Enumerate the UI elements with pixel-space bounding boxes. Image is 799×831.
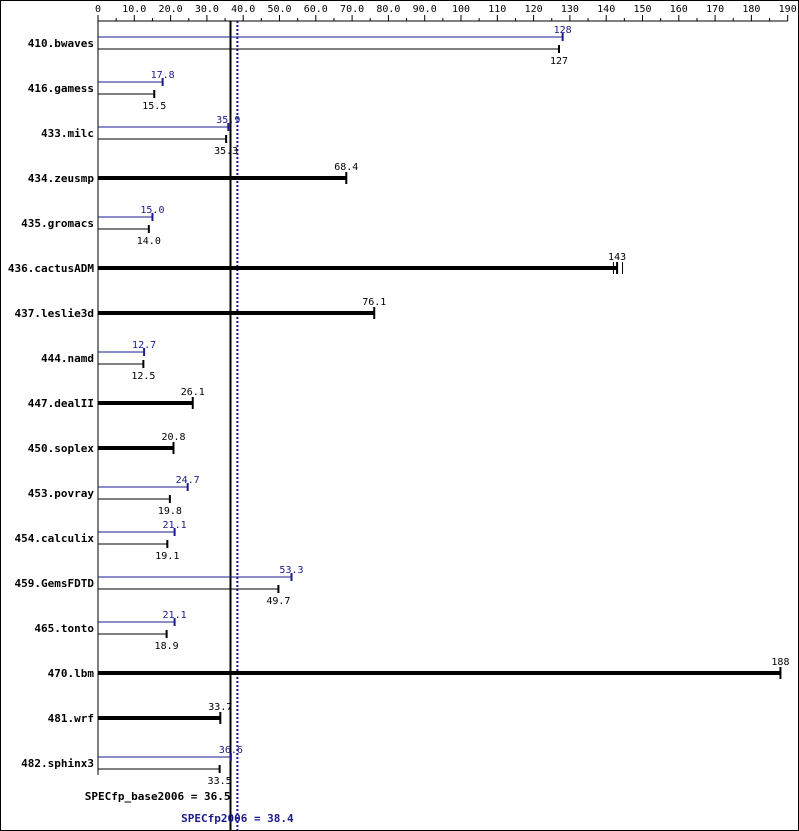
base-score-label: SPECfp_base2006 = 36.5 [85, 790, 231, 803]
benchmark-label: 465.tonto [34, 622, 94, 635]
benchmark-label: 444.namd [41, 352, 94, 365]
x-tick-label: 0 [95, 4, 101, 15]
x-tick-label: 20.0 [159, 4, 183, 15]
base-value-label: 143 [608, 252, 626, 263]
x-tick-label: 100 [452, 4, 470, 15]
x-tick-label: 90.0 [413, 4, 437, 15]
benchmark-label: 410.bwaves [28, 37, 94, 50]
x-tick-label: 180 [742, 4, 760, 15]
peak-value-label: 128 [554, 25, 572, 36]
base-value-label: 14.0 [137, 236, 161, 247]
base-value-label: 20.8 [161, 432, 185, 443]
base-value-label: 15.5 [142, 101, 166, 112]
benchmark-label: 453.povray [28, 487, 95, 500]
peak-value-label: 21.1 [163, 610, 187, 621]
benchmark-label: 482.sphinx3 [21, 757, 94, 770]
base-value-label: 18.9 [155, 641, 179, 652]
benchmark-label: 450.soplex [28, 442, 95, 455]
benchmark-label: 470.lbm [48, 667, 95, 680]
base-value-label: 19.8 [158, 506, 182, 517]
x-tick-label: 10.0 [122, 4, 146, 15]
benchmark-label: 436.cactusADM [8, 262, 94, 275]
base-value-label: 68.4 [334, 162, 358, 173]
x-tick-label: 80.0 [376, 4, 400, 15]
base-value-label: 33.7 [208, 702, 232, 713]
benchmark-label: 435.gromacs [21, 217, 94, 230]
peak-value-label: 35.9 [216, 115, 240, 126]
x-tick-label: 150 [633, 4, 651, 15]
benchmark-label: 459.GemsFDTD [15, 577, 95, 590]
benchmark-label: 434.zeusmp [28, 172, 95, 185]
peak-value-label: 17.8 [151, 70, 175, 81]
base-value-label: 19.1 [155, 551, 179, 562]
peak-value-label: 24.7 [176, 475, 200, 486]
peak-value-label: 53.3 [279, 565, 303, 576]
base-value-label: 35.3 [214, 146, 238, 157]
peak-value-label: 21.1 [163, 520, 187, 531]
base-value-label: 49.7 [266, 596, 290, 607]
x-tick-label: 30.0 [195, 4, 219, 15]
benchmark-label: 437.leslie3d [15, 307, 94, 320]
base-value-label: 188 [771, 657, 789, 668]
base-value-label: 26.1 [181, 387, 205, 398]
x-tick-label: 110 [488, 4, 506, 15]
x-tick-label: 40.0 [231, 4, 255, 15]
base-value-label: 12.5 [131, 371, 155, 382]
x-tick-label: 170 [706, 4, 724, 15]
x-tick-label: 120 [525, 4, 543, 15]
peak-value-label: 36.6 [219, 745, 243, 756]
benchmark-label: 481.wrf [48, 712, 94, 725]
x-tick-label: 140 [597, 4, 615, 15]
benchmark-label: 447.dealII [28, 397, 94, 410]
x-tick-label: 70.0 [340, 4, 364, 15]
x-tick-label: 190 [779, 4, 797, 15]
benchmark-label: 416.gamess [28, 82, 94, 95]
peak-value-label: 12.7 [132, 340, 156, 351]
x-tick-label: 60.0 [304, 4, 328, 15]
base-value-label: 127 [550, 56, 568, 67]
base-value-label: 33.5 [208, 776, 232, 787]
base-value-label: 76.1 [362, 297, 386, 308]
peak-score-label: SPECfp2006 = 38.4 [181, 812, 294, 825]
benchmark-label: 454.calculix [15, 532, 95, 545]
benchmark-label: 433.milc [41, 127, 94, 140]
peak-value-label: 15.0 [140, 205, 164, 216]
x-tick-label: 160 [670, 4, 688, 15]
x-tick-label: 130 [561, 4, 579, 15]
x-tick-label: 50.0 [267, 4, 291, 15]
